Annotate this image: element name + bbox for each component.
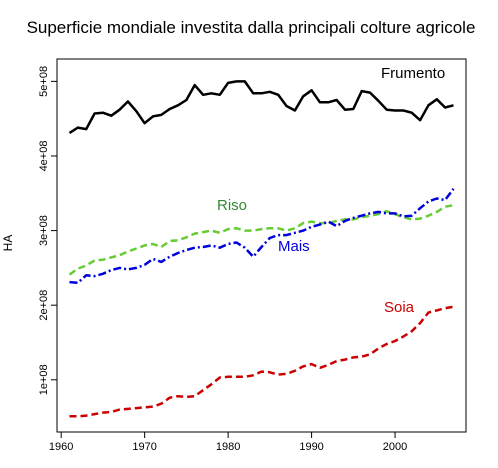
y-tick-label: 5e+08 [38,66,50,97]
series-labels: Frumento Riso Mais Soia [217,65,445,316]
series-line-frumento [68,80,454,134]
y-axis: 1e+08 2e+08 3e+08 4e+08 5e+08 [38,66,57,395]
x-tick-label: 1960 [49,441,73,453]
chart-title: Superficie mondiale investita dalla prin… [27,18,476,37]
series-label-mais: Mais [278,238,310,255]
series-line-mais [69,188,455,285]
series-label-riso: Riso [217,197,247,214]
y-tick-label: 1e+08 [38,364,50,395]
x-tick-label: 1970 [132,441,156,453]
y-tick-label: 4e+08 [38,141,50,172]
x-tick-label: 2000 [383,441,407,453]
series-line-riso [68,203,454,276]
series-label-frumento: Frumento [381,65,445,82]
series-line-soia [69,305,454,418]
y-tick-label: 2e+08 [38,290,50,321]
y-axis-label: HA [1,235,15,252]
series-lines [68,80,455,418]
x-tick-label: 1980 [216,441,240,453]
series-label-soia: Soia [384,299,415,316]
y-tick-label: 3e+08 [38,215,50,246]
x-tick-label: 1990 [299,441,323,453]
plot-frame [56,58,467,433]
x-axis: 1960 1970 1980 1990 2000 [49,432,407,453]
